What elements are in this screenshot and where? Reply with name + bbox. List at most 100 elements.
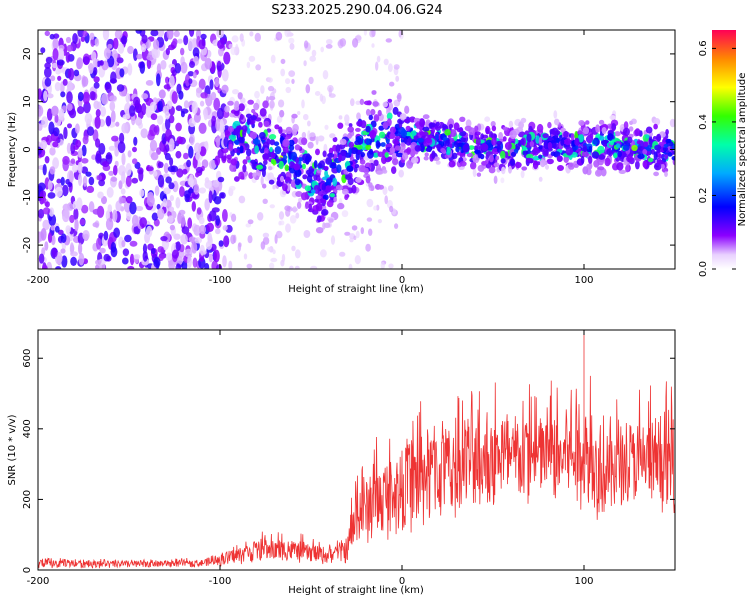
spectrogram-cell (44, 62, 51, 69)
spectrogram-cell (199, 100, 205, 107)
spectrogram-cell (307, 130, 311, 141)
spectrogram-cell (371, 30, 376, 37)
spectrogram-cell (72, 164, 78, 173)
spectrogram-cell (121, 171, 126, 184)
spectrogram-cell (173, 233, 181, 240)
spectrogram-cell (238, 136, 245, 144)
spectrogram-cell (370, 108, 376, 116)
spectrogram-cell (391, 166, 397, 175)
spectrogram-cell (112, 37, 119, 50)
spectrogram-cell (383, 58, 389, 66)
spectrogram-cell (259, 108, 267, 117)
spectrogram-cell (145, 225, 153, 238)
spectrogram-cell (129, 240, 138, 247)
spectrogram-cell (239, 145, 244, 154)
spectrogram-cell (247, 99, 254, 105)
spectrogram-cell (389, 132, 396, 140)
spectrogram-cell (538, 176, 543, 182)
spectrogram-cell (38, 253, 45, 264)
spectrogram-cell (653, 118, 661, 126)
snr-ylabel: SNR (10 * v/v) (7, 414, 18, 485)
spectrogram-cell (165, 48, 170, 56)
spectrogram-cell (359, 98, 365, 105)
spectrogram-cell (119, 68, 125, 78)
spectrogram-cell (278, 220, 282, 226)
spectrogram-cell (80, 36, 86, 42)
spectrogram-cell (146, 166, 154, 172)
spectrogram-cell (500, 150, 506, 160)
spectrogram-cell (270, 54, 276, 64)
spectrogram-cell (290, 182, 296, 188)
spectrogram-cell (154, 185, 160, 196)
spectrogram-cell (163, 162, 169, 174)
spectrogram-cell (53, 127, 60, 137)
spectrogram-cell (222, 209, 228, 222)
spectrogram-cell (70, 158, 76, 164)
spectrogram-cell (365, 243, 371, 252)
spectrogram-cell (519, 138, 525, 145)
spectrogram-cell (251, 161, 256, 170)
spectrogram-cell (355, 230, 360, 239)
spectrogram-cell (665, 138, 672, 144)
spectrogram-cell (233, 105, 240, 111)
spectrogram-cell (327, 152, 335, 158)
spectrogram-cell (514, 161, 522, 169)
spectrogram-cell (394, 223, 399, 229)
spectrogram-cell (247, 235, 253, 244)
spectrogram-cell (88, 201, 95, 213)
spectrogram-cell (188, 117, 196, 128)
spectrogram-cell (355, 144, 363, 150)
spectrogram-cell (133, 254, 141, 260)
spectrogram-cell (103, 253, 111, 262)
spectrogram-cell (150, 248, 156, 255)
spectrogram-cell (230, 46, 237, 56)
spectrogram-cell (391, 152, 398, 160)
spectrogram-cell (215, 228, 221, 235)
spectrogram-cell (359, 159, 366, 165)
spectrogram-xtick-label: 0 (399, 275, 405, 286)
spectrogram-cell (542, 148, 549, 157)
spectrogram-cell (481, 160, 488, 166)
spectrogram-cell (267, 172, 275, 182)
spectrogram-cell (309, 136, 316, 142)
spectrogram-cell (393, 64, 400, 70)
spectrogram-cell (269, 146, 274, 153)
spectrogram-cell (204, 263, 210, 269)
spectrogram-cell (187, 177, 194, 186)
spectrogram-cell (341, 210, 349, 218)
spectrogram-cell (50, 75, 56, 82)
spectrogram-cell (378, 131, 386, 139)
snr-series (38, 330, 675, 569)
spectrogram-cell (93, 100, 100, 110)
spectrogram-cell (173, 30, 180, 38)
spectrogram-cell (460, 136, 466, 143)
snr-ytick-label: 200 (22, 490, 33, 509)
spectrogram-cell (509, 158, 516, 166)
spectrogram-cell (139, 61, 146, 74)
spectrogram-cell (246, 263, 253, 269)
spectrogram-cell (301, 163, 306, 170)
spectrogram-cell (57, 75, 62, 81)
spectrogram-cell (304, 185, 312, 192)
spectrogram-cell (51, 247, 58, 258)
spectrogram-cell (591, 151, 600, 159)
spectrogram-cell (653, 151, 658, 161)
spectrogram-cell (74, 218, 79, 232)
spectrogram-cell (73, 207, 79, 221)
spectrogram-cell (62, 78, 68, 86)
spectrogram-cell (344, 194, 349, 201)
spectrogram-xlabel: Height of straight line (km) (288, 284, 424, 295)
spectrogram-cell (626, 155, 634, 163)
spectrogram-cell (111, 135, 119, 142)
spectrogram-cell (118, 180, 123, 190)
spectrogram-cell (209, 79, 214, 90)
spectrogram-cell (382, 169, 388, 174)
spectrogram-cell (380, 261, 385, 269)
spectrogram-cell (669, 118, 675, 128)
spectrogram-cell (291, 113, 298, 119)
spectrogram-cell (372, 101, 379, 107)
spectrogram-cell (40, 140, 48, 150)
spectrogram-cell (297, 111, 301, 115)
spectrogram-cell (198, 122, 207, 134)
spectrogram-cell (321, 209, 329, 216)
